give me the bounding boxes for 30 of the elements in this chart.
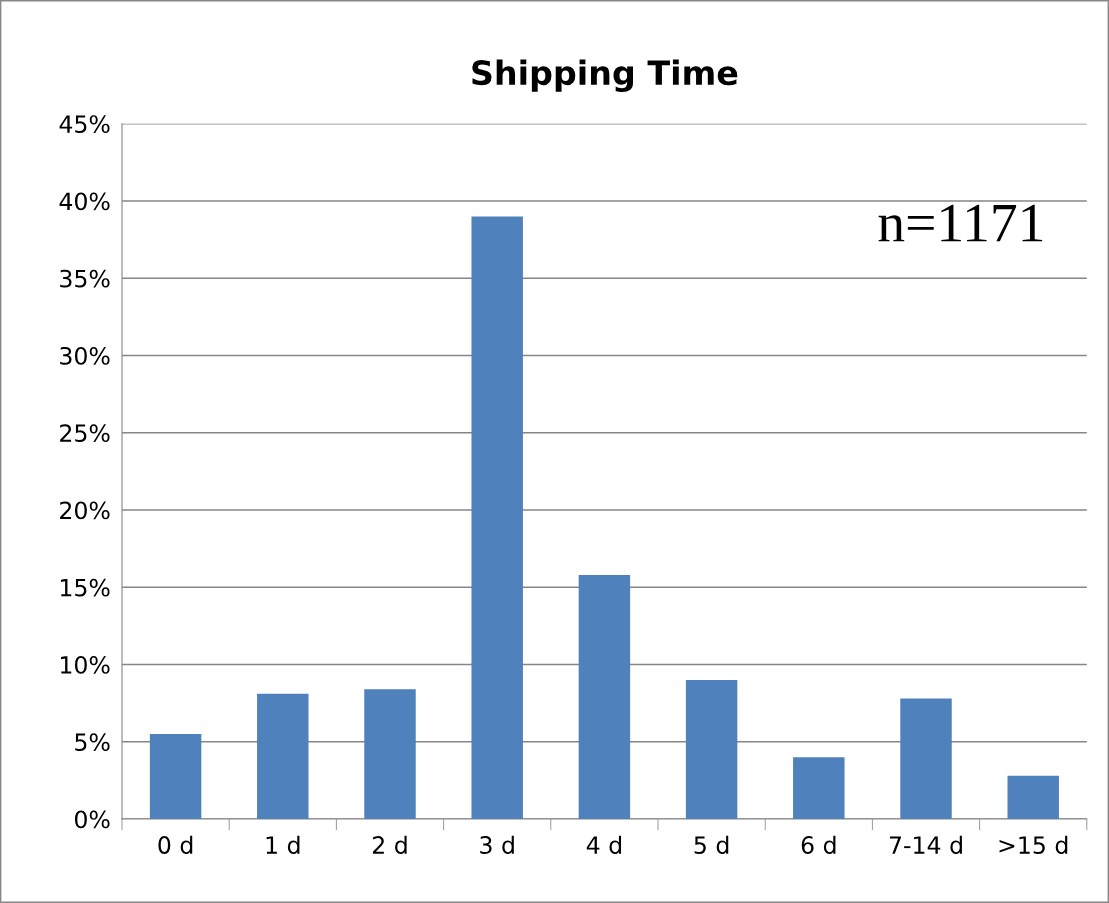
y-tick-label: 40% xyxy=(59,192,110,211)
y-tick-label: 45% xyxy=(59,115,110,134)
chart-title: Shipping Time xyxy=(472,59,738,93)
bar xyxy=(793,757,845,820)
bar xyxy=(578,574,631,820)
bar xyxy=(364,689,416,820)
x-tick-label: 2 d xyxy=(372,835,407,854)
y-tick-label: 5% xyxy=(75,733,110,752)
bar xyxy=(1007,775,1059,820)
y-tick-label: 10% xyxy=(60,655,110,674)
x-tick-label: >15 d xyxy=(999,835,1068,854)
bar xyxy=(149,734,202,820)
bar xyxy=(900,698,952,820)
bar xyxy=(471,216,523,820)
y-tick-label: 35% xyxy=(60,269,110,288)
x-tick-label: 1 d xyxy=(266,835,300,854)
y-tick-label: 20% xyxy=(60,501,110,520)
x-tick-label: 3 d xyxy=(480,835,514,854)
x-tick-label: 7-14 d xyxy=(889,835,962,854)
x-tick-label: 4 d xyxy=(586,835,622,854)
x-tick-label: 6 d xyxy=(801,835,836,854)
bar xyxy=(685,679,738,820)
annotation: n=1171 xyxy=(878,204,1043,242)
y-tick-label: 0% xyxy=(74,810,110,829)
y-tick-label: 25% xyxy=(60,424,110,443)
y-tick-label: 15% xyxy=(60,578,110,597)
bar xyxy=(257,693,309,820)
x-tick-label: 0 d xyxy=(158,835,193,854)
y-tick-label: 30% xyxy=(60,346,110,365)
x-tick-label: 5 d xyxy=(694,835,729,854)
